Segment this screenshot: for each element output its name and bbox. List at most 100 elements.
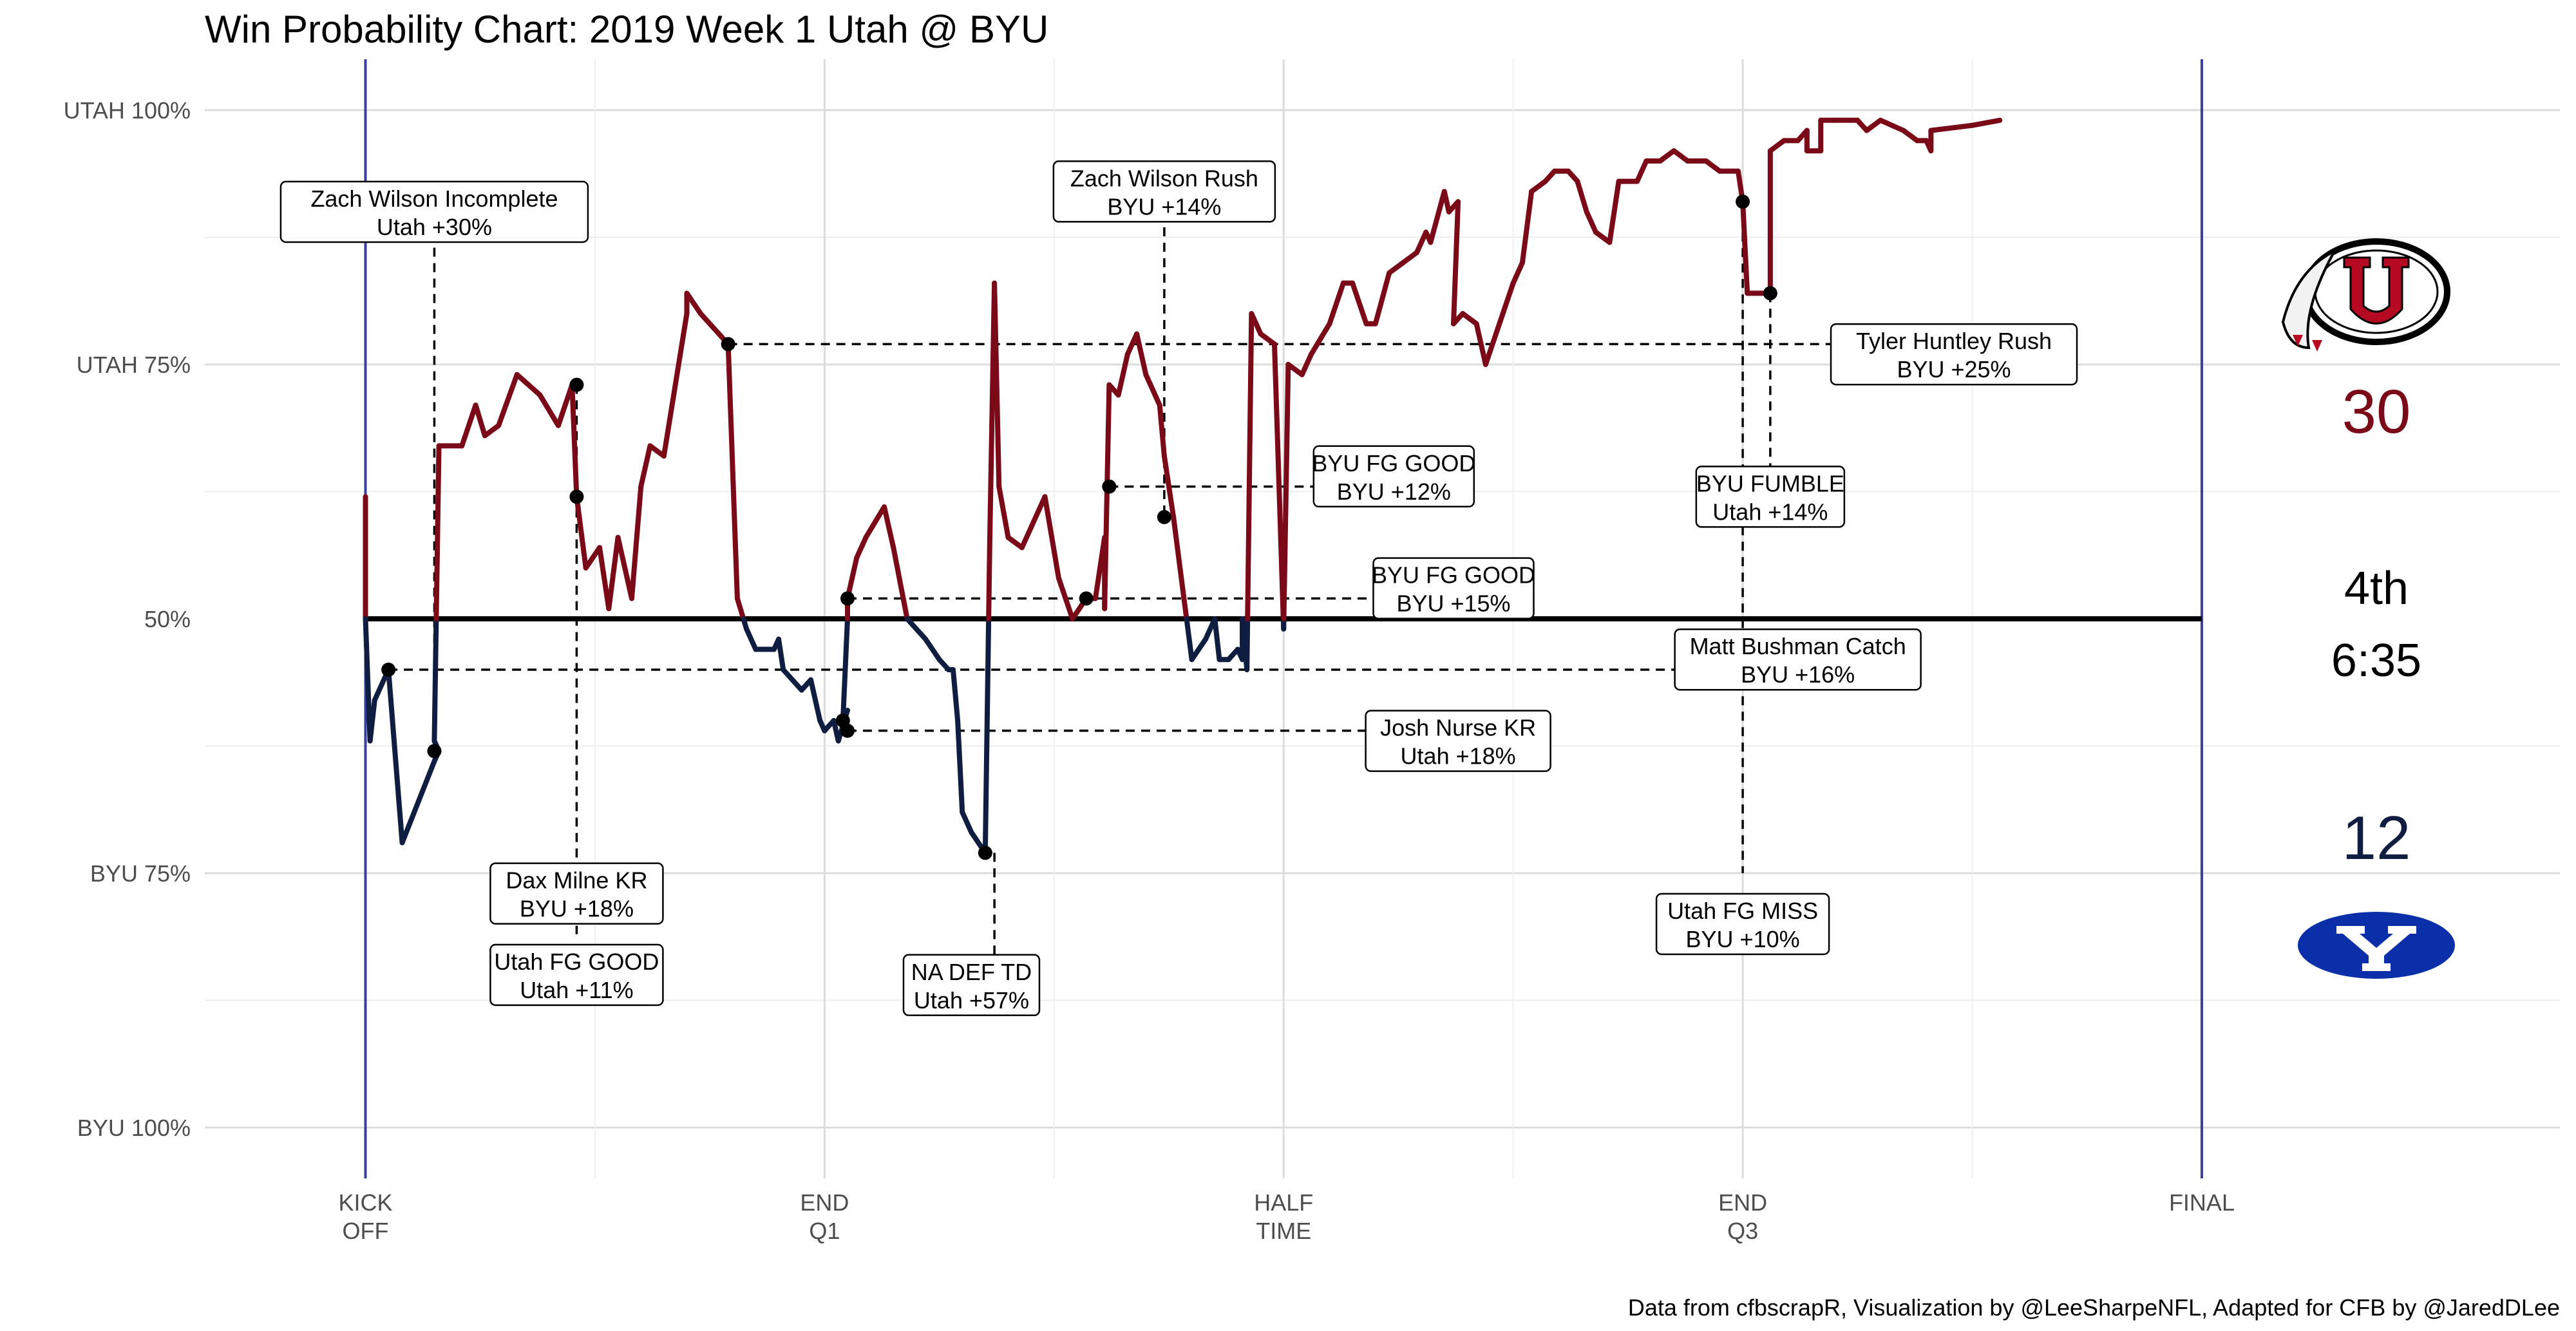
- annotation-swing: Utah +30%: [377, 214, 492, 240]
- y-tick-label: UTAH 75%: [77, 352, 191, 378]
- win-probability-segment: [1864, 117, 1883, 133]
- win-probability-segment: [431, 616, 439, 744]
- win-probability-segment: [776, 636, 786, 672]
- win-probability-segment: [1703, 158, 1723, 174]
- source-caption: Data from cfbscrapR, Visualization by @L…: [1628, 1294, 2560, 1321]
- win-probability-segment: [433, 443, 442, 621]
- annotation-swing: BYU +15%: [1396, 590, 1510, 617]
- win-probability-segment: [583, 545, 603, 571]
- win-probability-segment: [1671, 148, 1690, 164]
- x-tick-label: FINAL: [2169, 1189, 2235, 1216]
- annotation-play: Utah FG MISS: [1667, 898, 1818, 924]
- win-probability-segment: [1143, 372, 1162, 408]
- win-probability-segment: [1180, 585, 1189, 621]
- play-marker: [1079, 591, 1094, 606]
- annotation-box: [1365, 710, 1551, 772]
- win-probability-segment: [1767, 138, 1787, 154]
- win-probability-segment: [1271, 341, 1286, 621]
- guide-layer: [388, 202, 1955, 965]
- annotation-play: BYU FUMBLE: [1696, 470, 1844, 496]
- annotation-box: [1312, 445, 1475, 508]
- win-probability-segment: [1519, 189, 1535, 265]
- annotation-play: BYU FG GOOD: [1312, 450, 1475, 477]
- win-probability-segment: [982, 616, 992, 856]
- win-probability-segment: [1350, 280, 1369, 326]
- win-probability-segment: [986, 534, 992, 621]
- byu-score: 12: [2342, 804, 2411, 873]
- win-probability-segment: [1102, 382, 1112, 612]
- annotation-play: Dax Milne KR: [506, 867, 647, 894]
- x-tick-label: HALF: [1254, 1189, 1313, 1216]
- tick-layer: UTAH 100% UTAH 75% 50% BYU 75% BYU 100% KICKO…: [64, 97, 2235, 1244]
- win-probability-segment: [1473, 321, 1488, 367]
- win-probability-segment: [1450, 199, 1461, 326]
- win-probability-segment: [1877, 117, 1906, 133]
- win-probability-segment: [1249, 311, 1264, 337]
- annotation-swing: Utah +57%: [914, 987, 1029, 1014]
- marker-layer: [381, 194, 1777, 860]
- annotation-swing: BYU +18%: [520, 896, 634, 922]
- win-probability-segment: [808, 677, 823, 723]
- y-tick-label: UTAH 100%: [64, 97, 191, 124]
- win-probability-segment: [1134, 331, 1149, 377]
- play-marker: [1102, 479, 1117, 494]
- win-probability-segment: [597, 545, 612, 612]
- win-probability-segment: [1414, 229, 1429, 256]
- win-probability-segment: [725, 341, 740, 601]
- win-probability-segment: [697, 311, 722, 337]
- annotation-play: Zach Wilson Incomplete: [310, 185, 558, 212]
- win-probability-segment: [1189, 636, 1209, 663]
- annotation-box: [1830, 323, 2078, 386]
- win-probability-segment: [1309, 321, 1332, 357]
- win-probability-segment: [482, 422, 502, 439]
- win-probability-segment: [399, 759, 437, 845]
- win-probability-segment: [638, 443, 653, 489]
- win-probability-segment: [904, 616, 929, 642]
- annotation-swing: BYU +12%: [1337, 478, 1451, 505]
- win-probability-segment: [514, 372, 543, 398]
- win-probability-segment: [1372, 270, 1392, 326]
- annotation-play: NA DEF TD: [911, 959, 1032, 985]
- win-probability-segment: [537, 392, 561, 428]
- win-probability-segment: [661, 311, 690, 459]
- win-probability-segment: [1005, 534, 1025, 551]
- win-probability-segment: [1969, 117, 2003, 128]
- win-probability-segment: [960, 809, 974, 835]
- win-probability-segment: [882, 504, 896, 551]
- x-tick-label: Q1: [809, 1218, 840, 1244]
- win-probability-segment: [1460, 311, 1479, 326]
- annotation-box: [489, 862, 664, 925]
- annotation-box: [902, 954, 1041, 1017]
- win-probability-segment: [955, 718, 965, 815]
- win-probability-segment: [496, 372, 520, 428]
- win-probability-segment: [684, 290, 703, 316]
- win-probability-segment: [1161, 453, 1177, 520]
- win-probability-segment: [1056, 575, 1075, 621]
- quarter-label: 4th: [2344, 563, 2409, 614]
- play-marker: [840, 723, 855, 738]
- win-probability-segment: [1497, 280, 1516, 326]
- annotation-box: [489, 943, 664, 1006]
- win-probability-segment: [840, 616, 851, 723]
- annotation-box: [1372, 557, 1535, 619]
- win-probability-segment: [386, 667, 405, 845]
- x-tick-label: OFF: [343, 1218, 389, 1244]
- win-probability-segment: [1441, 189, 1452, 214]
- win-probability-segment: [734, 596, 746, 621]
- x-tick-label: TIME: [1256, 1218, 1311, 1244]
- win-probability-segment: [1575, 178, 1589, 214]
- utah-u-glyph: [2343, 256, 2410, 325]
- annotation-swing: BYU +25%: [1897, 356, 2011, 382]
- annotation-play: BYU FG GOOD: [1372, 562, 1535, 589]
- y-tick-label: BYU 75%: [90, 860, 191, 887]
- utah-logo: [2281, 238, 2450, 352]
- win-probability-segment: [1482, 321, 1502, 367]
